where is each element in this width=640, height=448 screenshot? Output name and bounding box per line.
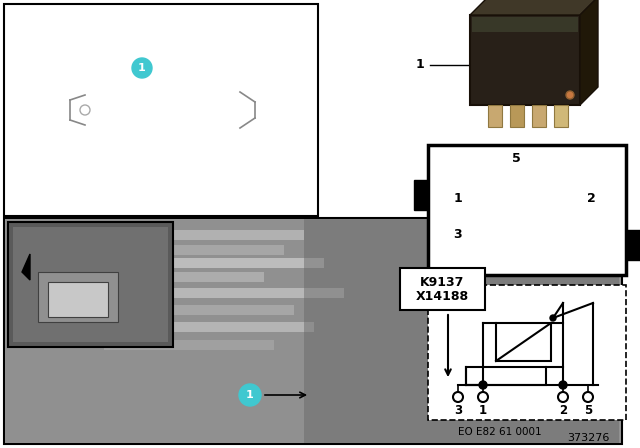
Bar (5, 219, 621, 443)
Circle shape (559, 381, 567, 389)
Text: K9137: K9137 (420, 276, 464, 289)
Bar (532, 105, 546, 127)
Circle shape (558, 392, 568, 402)
Text: 1: 1 (454, 191, 462, 204)
Bar (428, 285, 626, 420)
Bar (466, 367, 546, 385)
Bar (4, 218, 622, 444)
Ellipse shape (45, 45, 275, 175)
Text: 1: 1 (246, 390, 254, 400)
Circle shape (132, 58, 152, 78)
Bar (8, 222, 173, 347)
Bar (104, 245, 284, 255)
Polygon shape (84, 313, 369, 345)
Bar (304, 219, 619, 443)
Polygon shape (215, 68, 235, 75)
Circle shape (583, 392, 593, 402)
Bar (104, 340, 274, 350)
Bar (470, 15, 580, 105)
Circle shape (478, 392, 488, 402)
Polygon shape (580, 0, 598, 105)
Bar (104, 258, 324, 268)
Bar (4, 4, 318, 216)
Text: 1: 1 (138, 63, 146, 73)
Bar (510, 105, 524, 127)
Bar (496, 323, 551, 361)
Circle shape (479, 381, 487, 389)
Bar (38, 272, 118, 322)
Bar (472, 17, 578, 32)
Circle shape (453, 392, 463, 402)
Bar (488, 105, 502, 127)
Text: 1: 1 (415, 59, 424, 72)
Text: 5: 5 (511, 152, 520, 165)
Polygon shape (134, 278, 379, 313)
Bar (554, 105, 568, 127)
Bar (104, 272, 264, 282)
Circle shape (566, 91, 574, 99)
Text: 373276: 373276 (568, 433, 610, 443)
Polygon shape (470, 0, 598, 15)
Bar (104, 288, 344, 298)
Text: 2: 2 (559, 404, 567, 417)
Polygon shape (22, 254, 30, 280)
Bar (428, 145, 626, 275)
Text: EO E82 61 0001: EO E82 61 0001 (458, 427, 542, 437)
Circle shape (80, 105, 90, 115)
Text: 3: 3 (454, 404, 462, 417)
Bar (104, 305, 294, 315)
Polygon shape (120, 90, 202, 130)
Text: 1: 1 (479, 404, 487, 417)
Text: X14188: X14188 (415, 290, 468, 303)
Circle shape (550, 315, 556, 321)
Bar (104, 322, 314, 332)
Polygon shape (124, 248, 364, 288)
Text: 3: 3 (454, 228, 462, 241)
Bar (104, 230, 304, 240)
Text: 2: 2 (587, 191, 595, 204)
Bar (400, 268, 485, 310)
Bar (626, 230, 640, 260)
Circle shape (239, 384, 261, 406)
Bar (414, 180, 428, 210)
Polygon shape (82, 142, 100, 150)
Polygon shape (205, 82, 245, 138)
Bar (48, 282, 108, 317)
Polygon shape (80, 88, 115, 132)
Bar (13, 227, 168, 342)
Text: 5: 5 (584, 404, 592, 417)
